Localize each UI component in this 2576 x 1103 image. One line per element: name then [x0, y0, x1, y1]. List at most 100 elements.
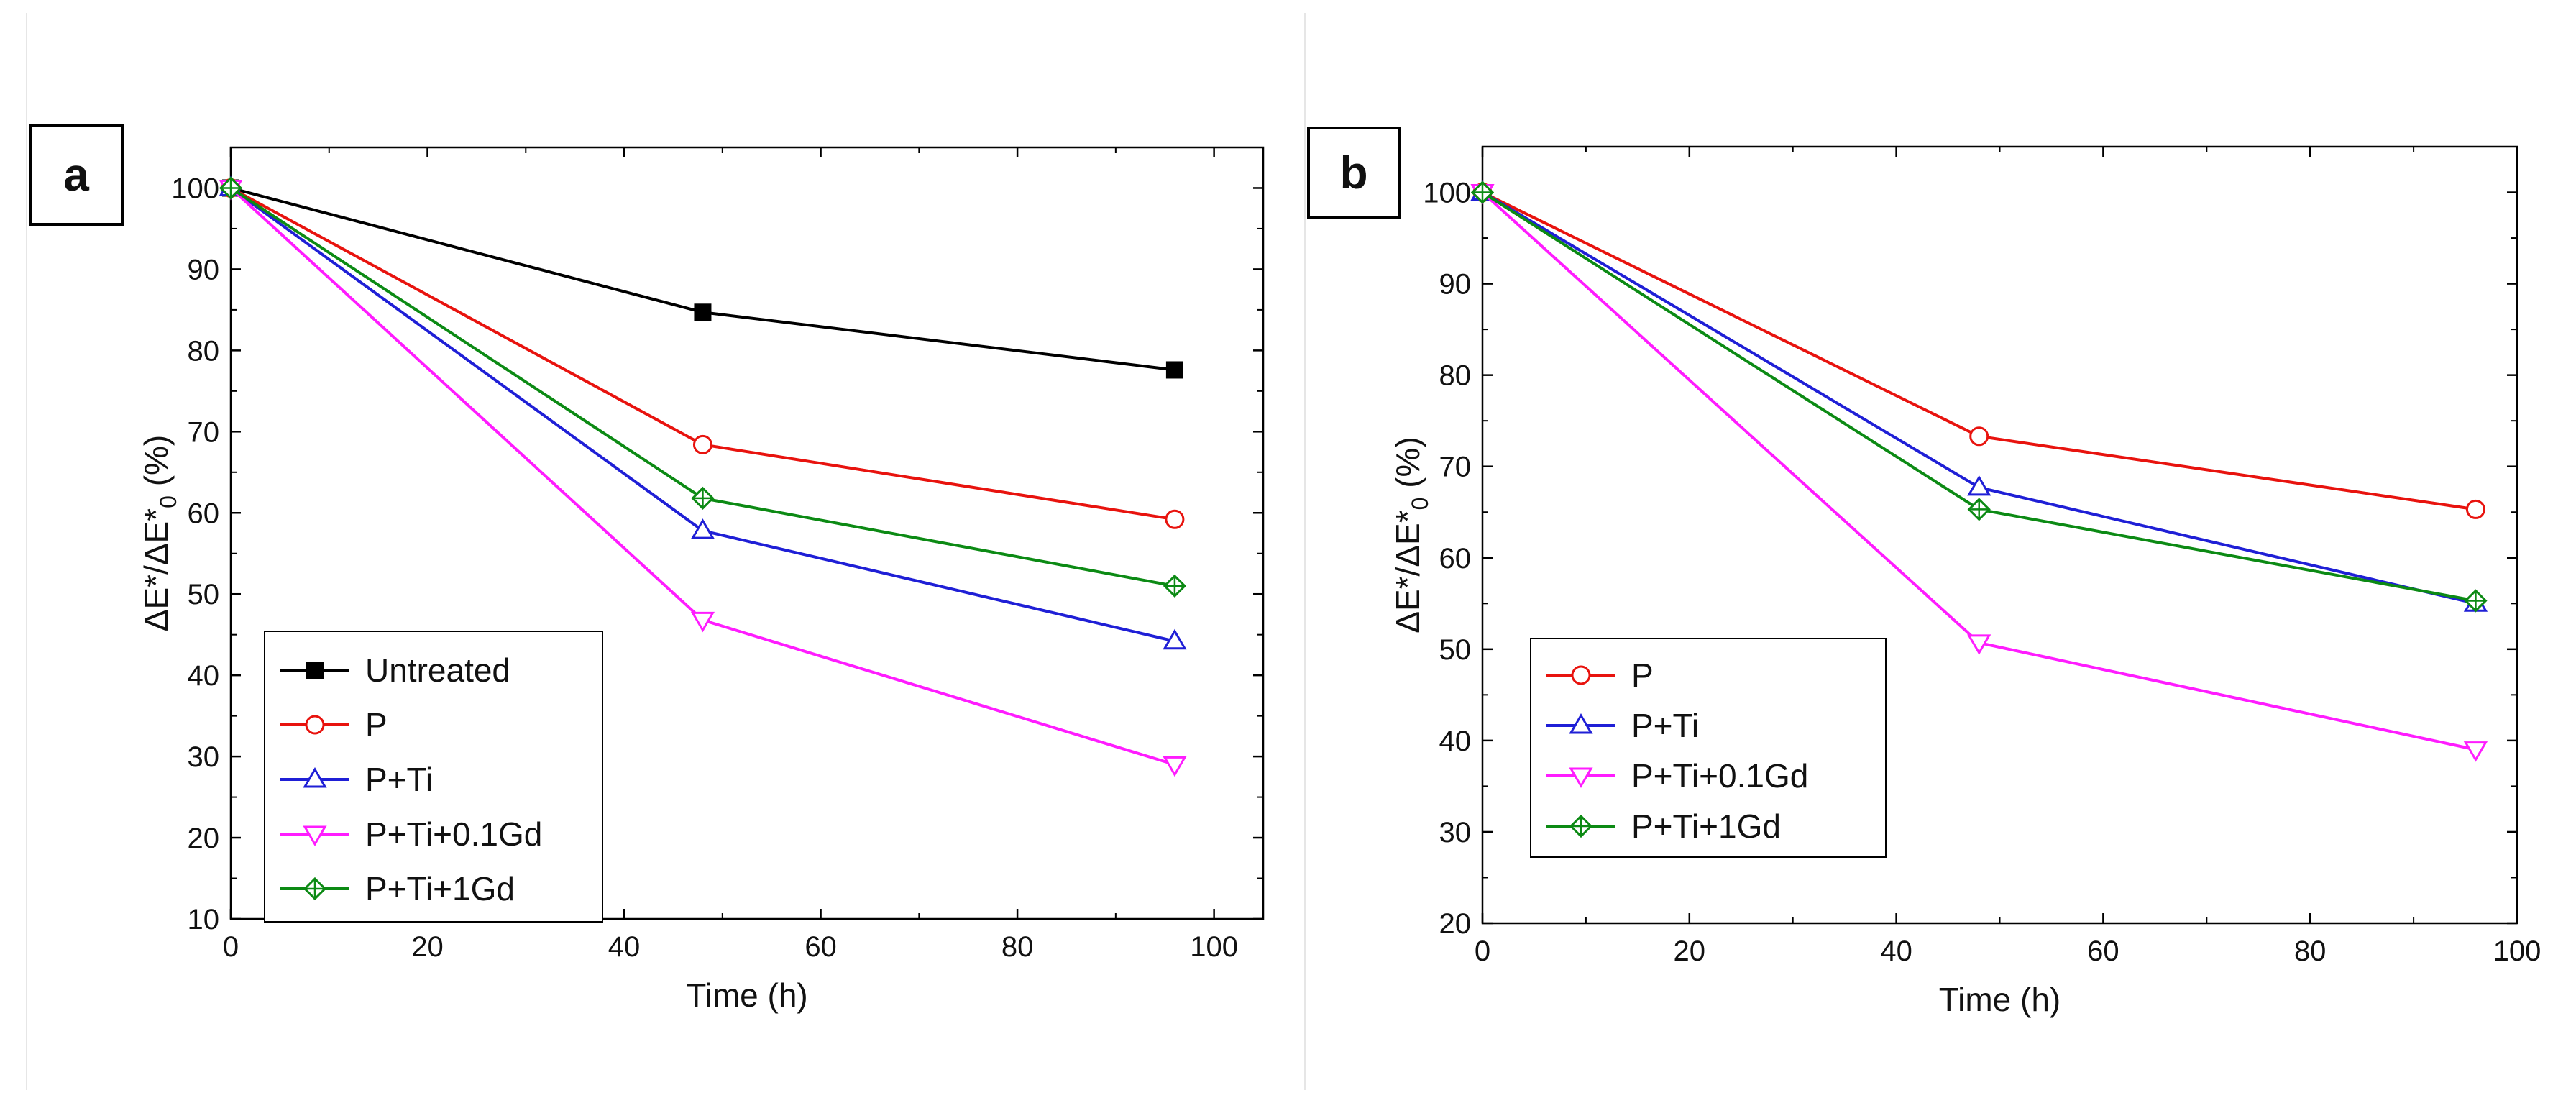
a-legend-marker-2	[303, 767, 327, 788]
b-point-3-1	[1967, 498, 1991, 521]
a-xtick-label-80: 80	[1001, 931, 1034, 963]
a-legend-box	[264, 631, 603, 923]
a-ytick-label-20: 20	[188, 823, 220, 854]
b-point-1-1	[1967, 475, 1991, 496]
a-xaxis-title: Time (h)	[686, 976, 808, 1014]
a-series-line-0	[230, 186, 1175, 372]
b-series-line-1	[1481, 191, 2476, 605]
b-ytick-label-50: 50	[1439, 634, 1472, 666]
a-ytick-label-50: 50	[188, 579, 220, 610]
b-ytick-label-20: 20	[1439, 908, 1472, 940]
a-xtick-label-0: 0	[223, 931, 239, 963]
a-panel-label: a	[63, 149, 89, 201]
b-legend-label-0: P	[1631, 656, 1654, 694]
a-point-4-0	[219, 176, 243, 200]
b-ytick-label-80: 80	[1439, 360, 1472, 392]
a-point-4-2	[1163, 574, 1187, 598]
b-series-line-0	[1482, 191, 2476, 511]
a-legend: Untreated P P+Ti P+Ti+0.1Gd P+Ti+1Gd	[264, 631, 603, 923]
a-xtick-label-20: 20	[411, 931, 444, 963]
a-legend-label-0: Untreated	[365, 651, 510, 689]
b-xaxis-title: Time (h)	[1939, 981, 2061, 1018]
a-legend-marker-0	[306, 662, 324, 679]
a-legend-label-4: P+Ti+1Gd	[365, 870, 515, 907]
a-ytick-label-80: 80	[188, 335, 220, 367]
a-point-0-1	[694, 303, 712, 321]
b-legend-marker-2	[1569, 767, 1593, 788]
b-yaxis-title-suffix: (%)	[1389, 436, 1426, 497]
b-legend-marker-0	[1571, 665, 1591, 685]
a-xtick-label-100: 100	[1190, 931, 1238, 963]
b-xtick-label-100: 100	[2493, 935, 2541, 967]
b-panel-label: b	[1339, 147, 1367, 198]
b-point-3-2	[2464, 589, 2488, 613]
b-xtick-label-40: 40	[1880, 935, 1912, 967]
b-series-3	[1470, 180, 2488, 613]
b-legend-label-1: P+Ti	[1631, 707, 1699, 744]
a-ytick-label-60: 60	[188, 498, 220, 529]
b-legend-marker-1	[1569, 713, 1593, 734]
a-plot-frame	[229, 146, 1265, 920]
b-series-1	[1470, 180, 2488, 612]
a-legend-label-2: P+Ti	[365, 761, 433, 798]
b-point-2-2	[2463, 741, 2488, 762]
a-point-2-2	[1163, 628, 1187, 650]
b-ytick-label-70: 70	[1439, 452, 1472, 483]
a-xtick-label-40: 40	[608, 931, 641, 963]
a-legend-label-1: P	[365, 706, 388, 743]
b-yaxis-title: ΔE*/ΔE*0 (%)	[1389, 436, 1433, 633]
a-yaxis-title-suffix: (%)	[137, 435, 175, 495]
a-ytick-label-10: 10	[188, 904, 220, 935]
b-point-0-1	[1969, 426, 1989, 447]
b-ytick-label-60: 60	[1439, 543, 1472, 575]
chart-panel-b: b 20 30 40 50 60 70 80 90 100 0 20 40 60 80 100 Time (h)…	[1304, 13, 2576, 1090]
b-ytick-label-90: 90	[1439, 269, 1472, 301]
a-panel-label-box	[29, 124, 124, 226]
b-xtick-label-60: 60	[2087, 935, 2119, 967]
b-series-0	[1472, 183, 2485, 519]
b-xtick-label-80: 80	[2294, 935, 2327, 967]
a-yaxis-title-base: ΔE*/ΔE*	[137, 508, 175, 631]
b-xtick-label-0: 0	[1475, 935, 1490, 967]
a-series-4	[219, 176, 1187, 598]
b-ytick-label-40: 40	[1439, 726, 1472, 757]
b-legend-label-2: P+Ti+0.1Gd	[1631, 757, 1808, 795]
b-panel-label-box	[1307, 127, 1401, 219]
b-legend-marker-3	[1569, 814, 1593, 838]
b-point-0-2	[2465, 499, 2485, 519]
b-point-3-0	[1470, 180, 1495, 204]
a-ytick-label-70: 70	[188, 416, 220, 448]
a-point-1-2	[1165, 509, 1185, 529]
a-ytick-label-90: 90	[188, 254, 220, 285]
b-legend: P P+Ti P+Ti+0.1Gd P+Ti+1Gd	[1530, 638, 1887, 858]
a-point-4-1	[691, 486, 715, 511]
b-series-line-3	[1481, 191, 2476, 603]
a-point-3-2	[1163, 756, 1187, 777]
b-yaxis-title-subscript: 0	[1407, 498, 1433, 511]
b-legend-label-3: P+Ti+1Gd	[1631, 807, 1781, 845]
a-series-line-2	[229, 186, 1175, 643]
b-point-2-1	[1967, 634, 1991, 655]
a-ytick-label-30: 30	[188, 741, 220, 773]
a-ytick-label-100: 100	[171, 173, 219, 204]
a-series-2	[219, 175, 1187, 650]
a-point-1-1	[692, 434, 712, 454]
a-ytick-label-40: 40	[188, 660, 220, 692]
a-xtick-label-60: 60	[805, 931, 837, 963]
b-ytick-label-100: 100	[1423, 178, 1471, 209]
a-legend-marker-4	[303, 877, 327, 901]
a-yaxis-title-subscript: 0	[155, 495, 181, 508]
a-point-0-2	[1165, 361, 1183, 379]
a-legend-marker-1	[305, 715, 325, 735]
chart-panel-a: a 10 20 30 40 50 60 70 80 90 100 0 20 40 60 80 100 Time (…	[26, 13, 1304, 1090]
b-ytick-label-30: 30	[1439, 817, 1472, 848]
b-xtick-label-20: 20	[1674, 935, 1706, 967]
a-legend-marker-3	[303, 825, 327, 846]
chart-a-svg: a 10 20 30 40 50 60 70 80 90 100 0 20 40 60 80 100 Time (…	[29, 124, 1265, 1014]
a-yaxis-title: ΔE*/ΔE*0 (%)	[137, 435, 181, 632]
b-yaxis-title-base: ΔE*/ΔE*	[1389, 510, 1426, 633]
a-point-3-1	[690, 611, 715, 633]
a-legend-label-3: P+Ti+0.1Gd	[365, 815, 542, 853]
a-point-2-1	[690, 518, 715, 539]
